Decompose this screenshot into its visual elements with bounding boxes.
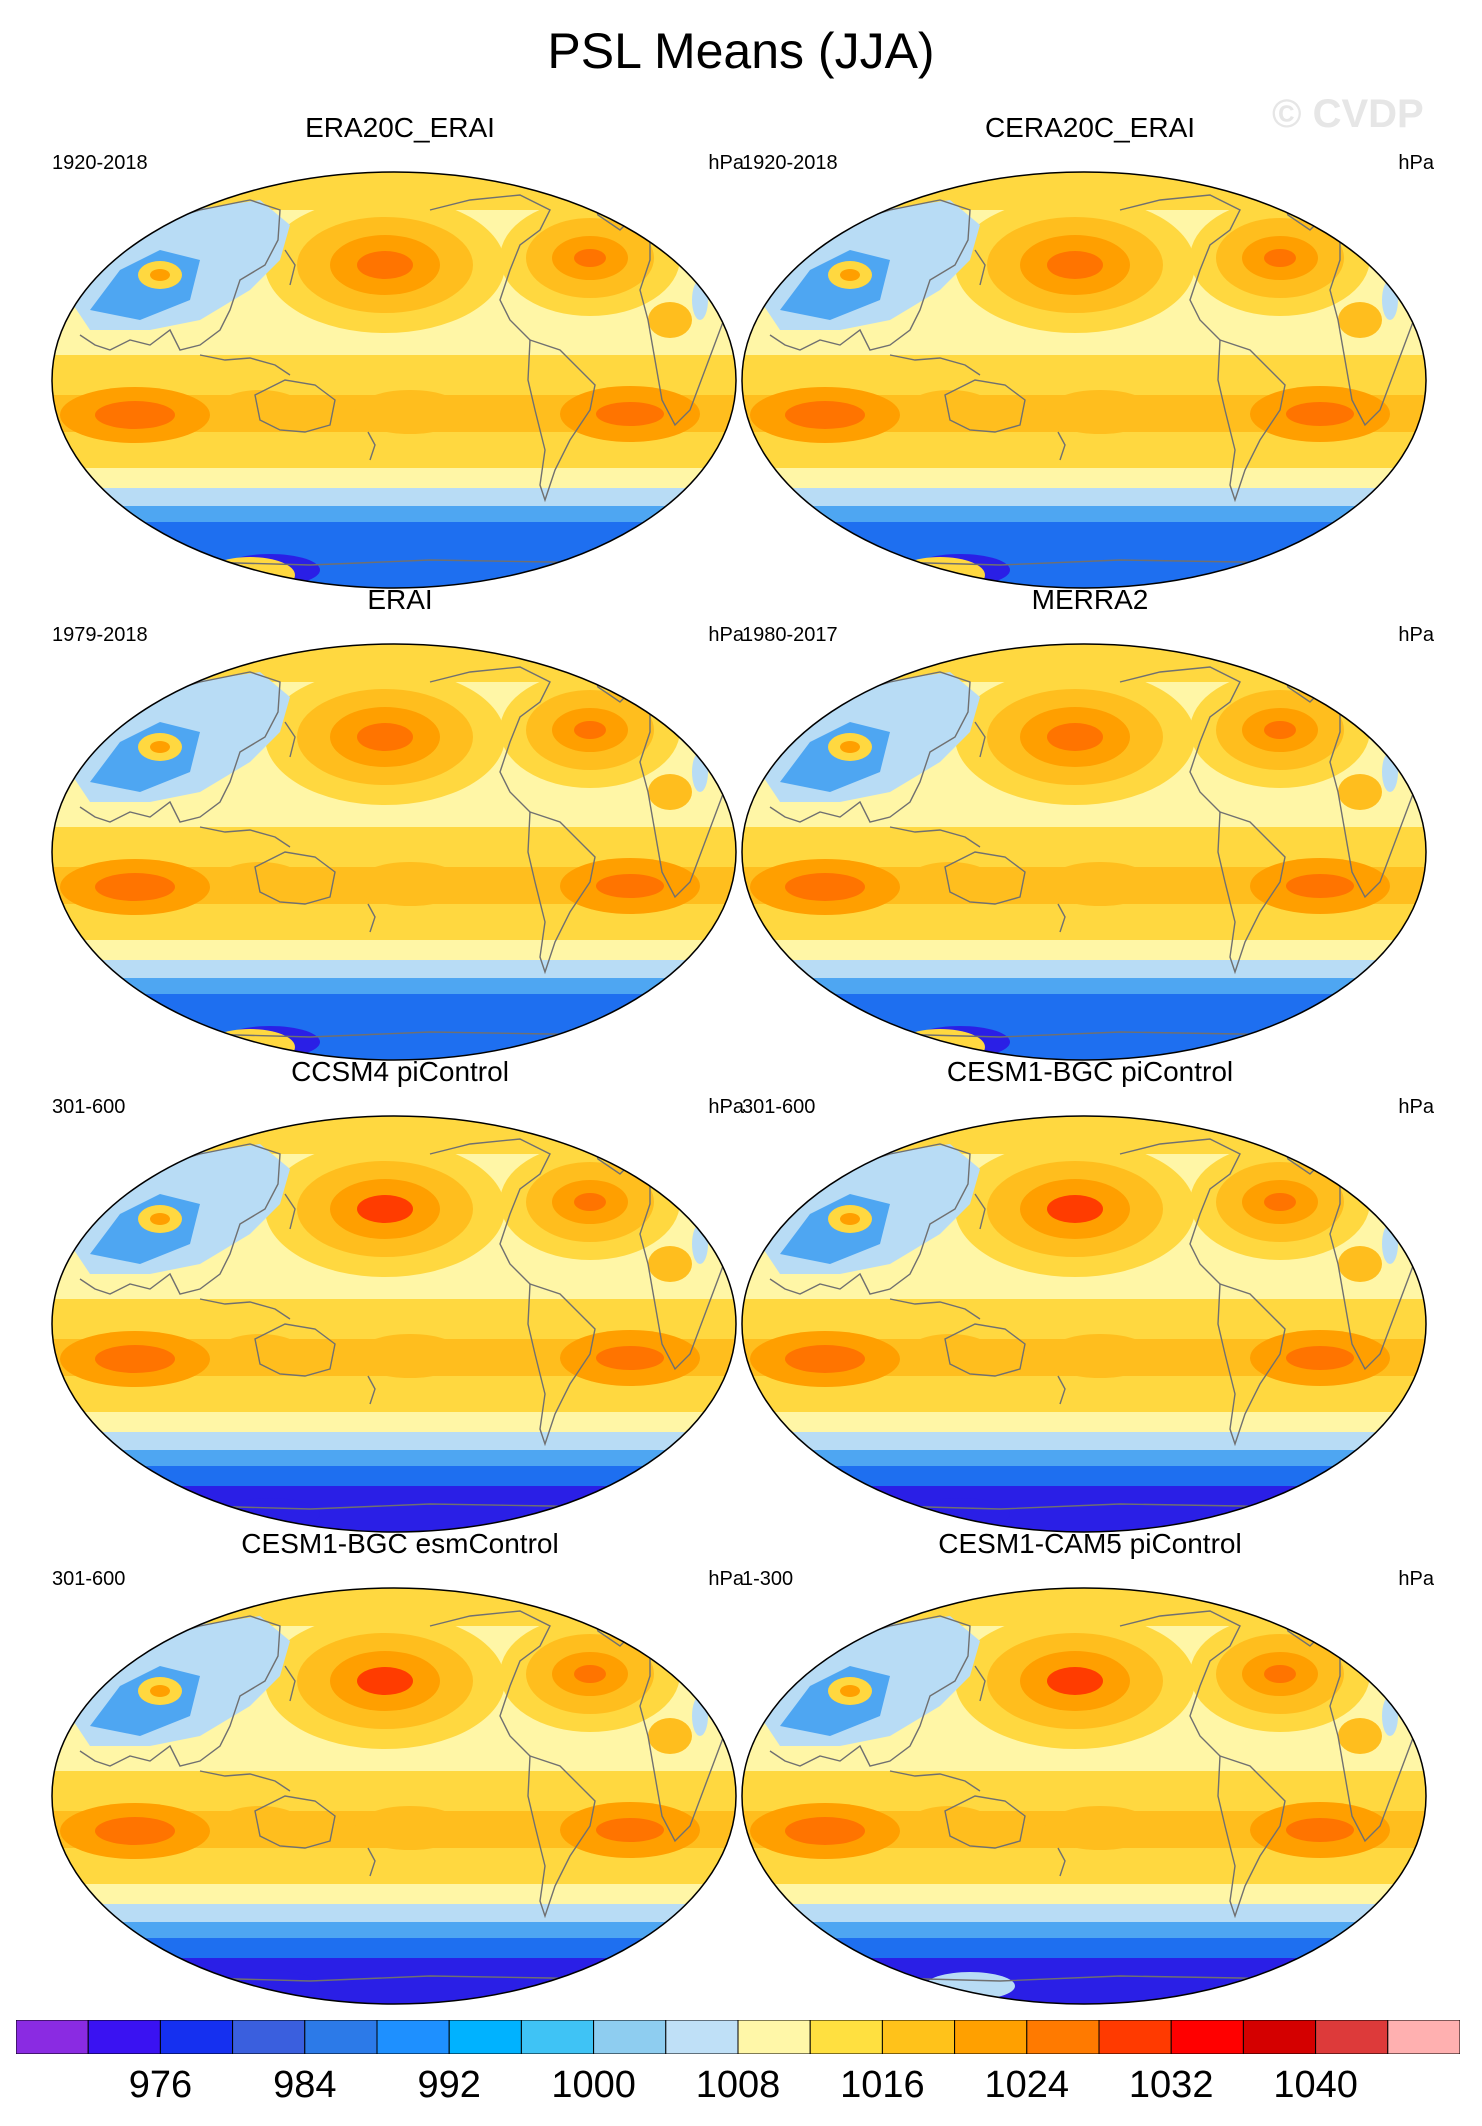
colorbar-swatch [1242, 2020, 1317, 2054]
colorbar-swatch [1098, 2020, 1172, 2054]
panel-period: 1920-2018 [52, 152, 148, 174]
colorbar-swatch [881, 2020, 956, 2054]
panel-period: 1920-2018 [742, 152, 838, 174]
figure-title: PSL Means (JJA) [547, 23, 935, 79]
colorbar-swatch [809, 2020, 883, 2054]
colorbar-tick-label: 976 [128, 2064, 193, 2106]
map-panel: CESM1-BGC piControl 301-600 hPa [740, 1056, 1440, 1533]
map-panel: ERA20C_ERAI 1920-2018 hPa [50, 112, 750, 589]
colorbar-swatch [1026, 2020, 1100, 2054]
colorbar-tick-label: 1008 [695, 2064, 781, 2106]
panel-units: hPa [708, 624, 744, 646]
panel-title: MERRA2 [1031, 584, 1149, 615]
colorbar-swatch [232, 2020, 306, 2054]
colorbar-swatch [1170, 2020, 1244, 2054]
panel-units: hPa [708, 1096, 744, 1118]
colorbar-swatch [87, 2020, 161, 2054]
panel-period: 301-600 [742, 1096, 816, 1118]
robinson-map [51, 1115, 737, 1533]
panel-title: ERA20C_ERAI [305, 112, 495, 143]
panel-title: CERA20C_ERAI [984, 112, 1196, 143]
colorbar-swatch [159, 2020, 234, 2054]
robinson-map [51, 643, 737, 1061]
colorbar-tick-label: 1040 [1273, 2064, 1358, 2106]
panel-units: hPa [1398, 624, 1434, 646]
panel-period: 1979-2018 [52, 624, 148, 646]
panel-title: CESM1-BGC esmControl [241, 1528, 559, 1559]
map-panel: CCSM4 piControl 301-600 hPa [50, 1056, 750, 1533]
map-panel: CESM1-BGC esmControl 301-600 hPa [50, 1528, 750, 2005]
watermark: © CVDP [1272, 92, 1424, 136]
robinson-map [741, 643, 1427, 1061]
colorbar-tick-label: 984 [273, 2064, 337, 2106]
colorbar-swatch [520, 2020, 595, 2054]
robinson-map [741, 1115, 1427, 1533]
map-panel: ERAI 1979-2018 hPa [50, 584, 750, 1061]
robinson-map [741, 171, 1427, 589]
robinson-map [741, 1587, 1427, 2005]
colorbar-swatch [376, 2020, 450, 2054]
panel-period: 1980-2017 [742, 624, 838, 646]
panel-title: CESM1-BGC piControl [946, 1056, 1234, 1087]
panel-title: CESM1-CAM5 piControl [938, 1528, 1242, 1559]
colorbar-tick-label: 1016 [840, 2064, 925, 2106]
robinson-map [51, 171, 737, 589]
colorbar-swatch [304, 2020, 378, 2054]
psl-field [742, 644, 1426, 1060]
psl-field [52, 1588, 736, 2004]
panel-units: hPa [708, 152, 744, 174]
map-panel: MERRA2 1980-2017 hPa [740, 584, 1440, 1061]
colorbar-swatch [737, 2020, 811, 2054]
colorbar-swatch [1315, 2020, 1389, 2054]
map-panel: CERA20C_ERAI 1920-2018 hPa [740, 112, 1440, 589]
panel-units: hPa [1398, 152, 1434, 174]
robinson-map [51, 1587, 737, 2005]
colorbar-swatch [1387, 2020, 1460, 2054]
colorbar-swatch [448, 2020, 522, 2054]
colorbar-swatch [665, 2020, 739, 2054]
psl-field [52, 1116, 736, 1532]
colorbar-tick-label: 1032 [1128, 2064, 1214, 2106]
colorbar [16, 2020, 1460, 2054]
colorbar-tick-label: 1024 [984, 2064, 1070, 2106]
colorbar-swatch [954, 2020, 1028, 2054]
map-panel: CESM1-CAM5 piControl 1-300 hPa [740, 1528, 1440, 2005]
colorbar-tick-label: 1000 [551, 2064, 636, 2106]
panel-period: 1-300 [742, 1568, 794, 1590]
panel-units: hPa [1398, 1096, 1434, 1118]
colorbar-swatch [16, 2020, 89, 2054]
panel-units: hPa [708, 1568, 744, 1590]
panel-units: hPa [1398, 1568, 1434, 1590]
panel-title: ERAI [367, 584, 433, 615]
panel-period: 301-600 [52, 1096, 126, 1118]
colorbar-swatch [593, 2020, 667, 2054]
panel-title: CCSM4 piControl [291, 1056, 509, 1087]
colorbar-tick-label: 992 [417, 2064, 481, 2106]
panel-period: 301-600 [52, 1568, 126, 1590]
psl-field [742, 1116, 1426, 1532]
